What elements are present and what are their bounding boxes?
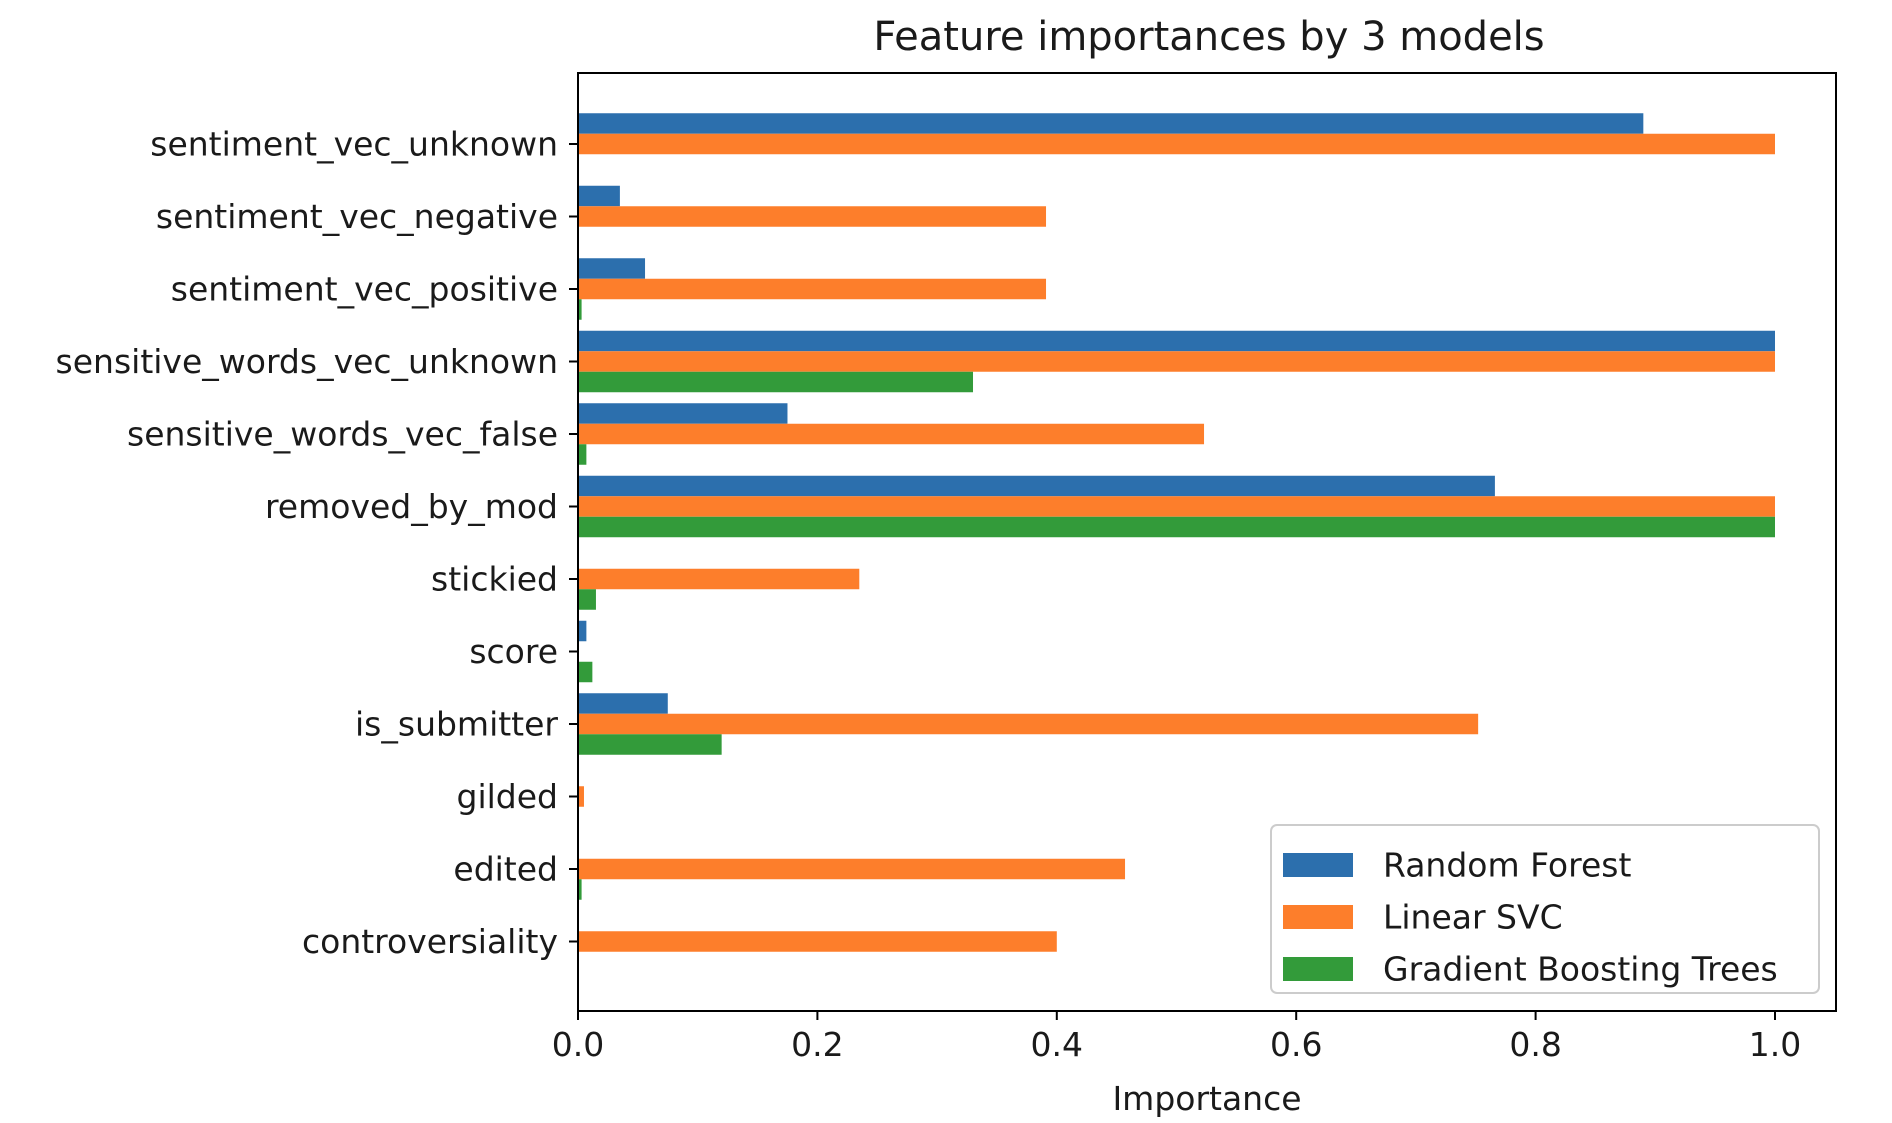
- bar-linear-svc-edited: [578, 858, 1126, 880]
- bar-random-forest-sentiment-vec-unknown: [578, 113, 1644, 134]
- bar-gradient-boosting-trees-sentiment-vec-positive: [578, 299, 582, 320]
- x-tick-label: 0.8: [1509, 1025, 1561, 1064]
- bar-random-forest-removed-by-mod: [578, 475, 1495, 497]
- bar-linear-svc-sentiment-vec-unknown: [578, 133, 1775, 155]
- x-tick-label: 0.4: [1031, 1025, 1083, 1064]
- bar-linear-svc-sensitive-words-vec-false: [578, 423, 1205, 445]
- x-tick-label: 1.0: [1749, 1025, 1801, 1064]
- x-tick-label: 0.2: [791, 1025, 843, 1064]
- bars-layer: [578, 113, 1775, 952]
- bar-linear-svc-sentiment-vec-positive: [578, 278, 1047, 300]
- bar-linear-svc-sensitive-words-vec-unknown: [578, 351, 1775, 372]
- legend-label-linear-svc: Linear SVC: [1383, 898, 1563, 937]
- y-tick-label: sentiment_vec_unknown: [150, 125, 558, 164]
- y-axis-ticks: sentiment_vec_unknown sentiment_vec_negat…: [56, 125, 578, 961]
- x-tick-label: 0.6: [1270, 1025, 1322, 1064]
- y-tick-label: removed_by_mod: [265, 487, 558, 526]
- legend-label-gradient-boosting-trees: Gradient Boosting Trees: [1383, 950, 1778, 989]
- bar-random-forest-sensitive-words-vec-unknown: [578, 330, 1775, 352]
- bar-linear-svc-is-submitter: [578, 713, 1479, 735]
- bar-gradient-boosting-trees-score: [578, 661, 593, 683]
- bar-linear-svc-controversiality: [578, 931, 1057, 952]
- bar-linear-svc-gilded: [578, 786, 584, 807]
- bar-gradient-boosting-trees-sensitive-words-vec-unknown: [578, 371, 974, 393]
- bar-gradient-boosting-trees-stickied: [578, 589, 596, 610]
- bar-linear-svc-stickied: [578, 568, 860, 590]
- bar-gradient-boosting-trees-edited: [578, 879, 582, 900]
- y-tick-label: sensitive_words_vec_false: [127, 415, 558, 454]
- bar-random-forest-sentiment-vec-negative: [578, 185, 620, 207]
- x-tick-label: 0.0: [552, 1025, 604, 1064]
- bar-linear-svc-removed-by-mod: [578, 496, 1775, 517]
- legend-swatch-random-forest: [1283, 853, 1353, 877]
- y-tick-label: sentiment_vec_positive: [171, 270, 558, 309]
- bar-random-forest-sentiment-vec-positive: [578, 258, 646, 279]
- y-tick-label: score: [469, 632, 558, 671]
- bar-linear-svc-sentiment-vec-negative: [578, 206, 1047, 227]
- y-tick-label: gilded: [457, 777, 558, 816]
- y-tick-label: is_submitter: [355, 705, 558, 744]
- bar-gradient-boosting-trees-is-submitter: [578, 734, 722, 755]
- chart-title: Feature importances by 3 models: [873, 14, 1544, 60]
- x-axis-label: Importance: [1112, 1079, 1301, 1118]
- bar-gradient-boosting-trees-sensitive-words-vec-false: [578, 444, 587, 465]
- legend-box: [1270, 824, 1820, 994]
- legend-swatch-linear-svc: [1283, 905, 1353, 929]
- bar-random-forest-score: [578, 620, 587, 642]
- legend-label-random-forest: Random Forest: [1383, 846, 1631, 885]
- bar-random-forest-is-submitter: [578, 693, 668, 714]
- bar-gradient-boosting-trees-removed-by-mod: [578, 516, 1775, 538]
- legend: Random Forest Linear SVC Gradient Boosting…: [1270, 824, 1820, 994]
- y-tick-label: controversiality: [302, 922, 558, 961]
- legend-swatch-gradient-boosting-trees: [1283, 957, 1353, 981]
- y-tick-label: sentiment_vec_negative: [156, 197, 558, 236]
- y-tick-label: sensitive_words_vec_unknown: [56, 342, 558, 381]
- x-axis-ticks: 0.0 0.2 0.4 0.6 0.8 1.0: [552, 1011, 1801, 1064]
- y-tick-label: stickied: [431, 560, 558, 599]
- bar-random-forest-sensitive-words-vec-false: [578, 403, 788, 424]
- plot-frame: [577, 72, 1837, 1012]
- y-tick-label: edited: [453, 850, 558, 889]
